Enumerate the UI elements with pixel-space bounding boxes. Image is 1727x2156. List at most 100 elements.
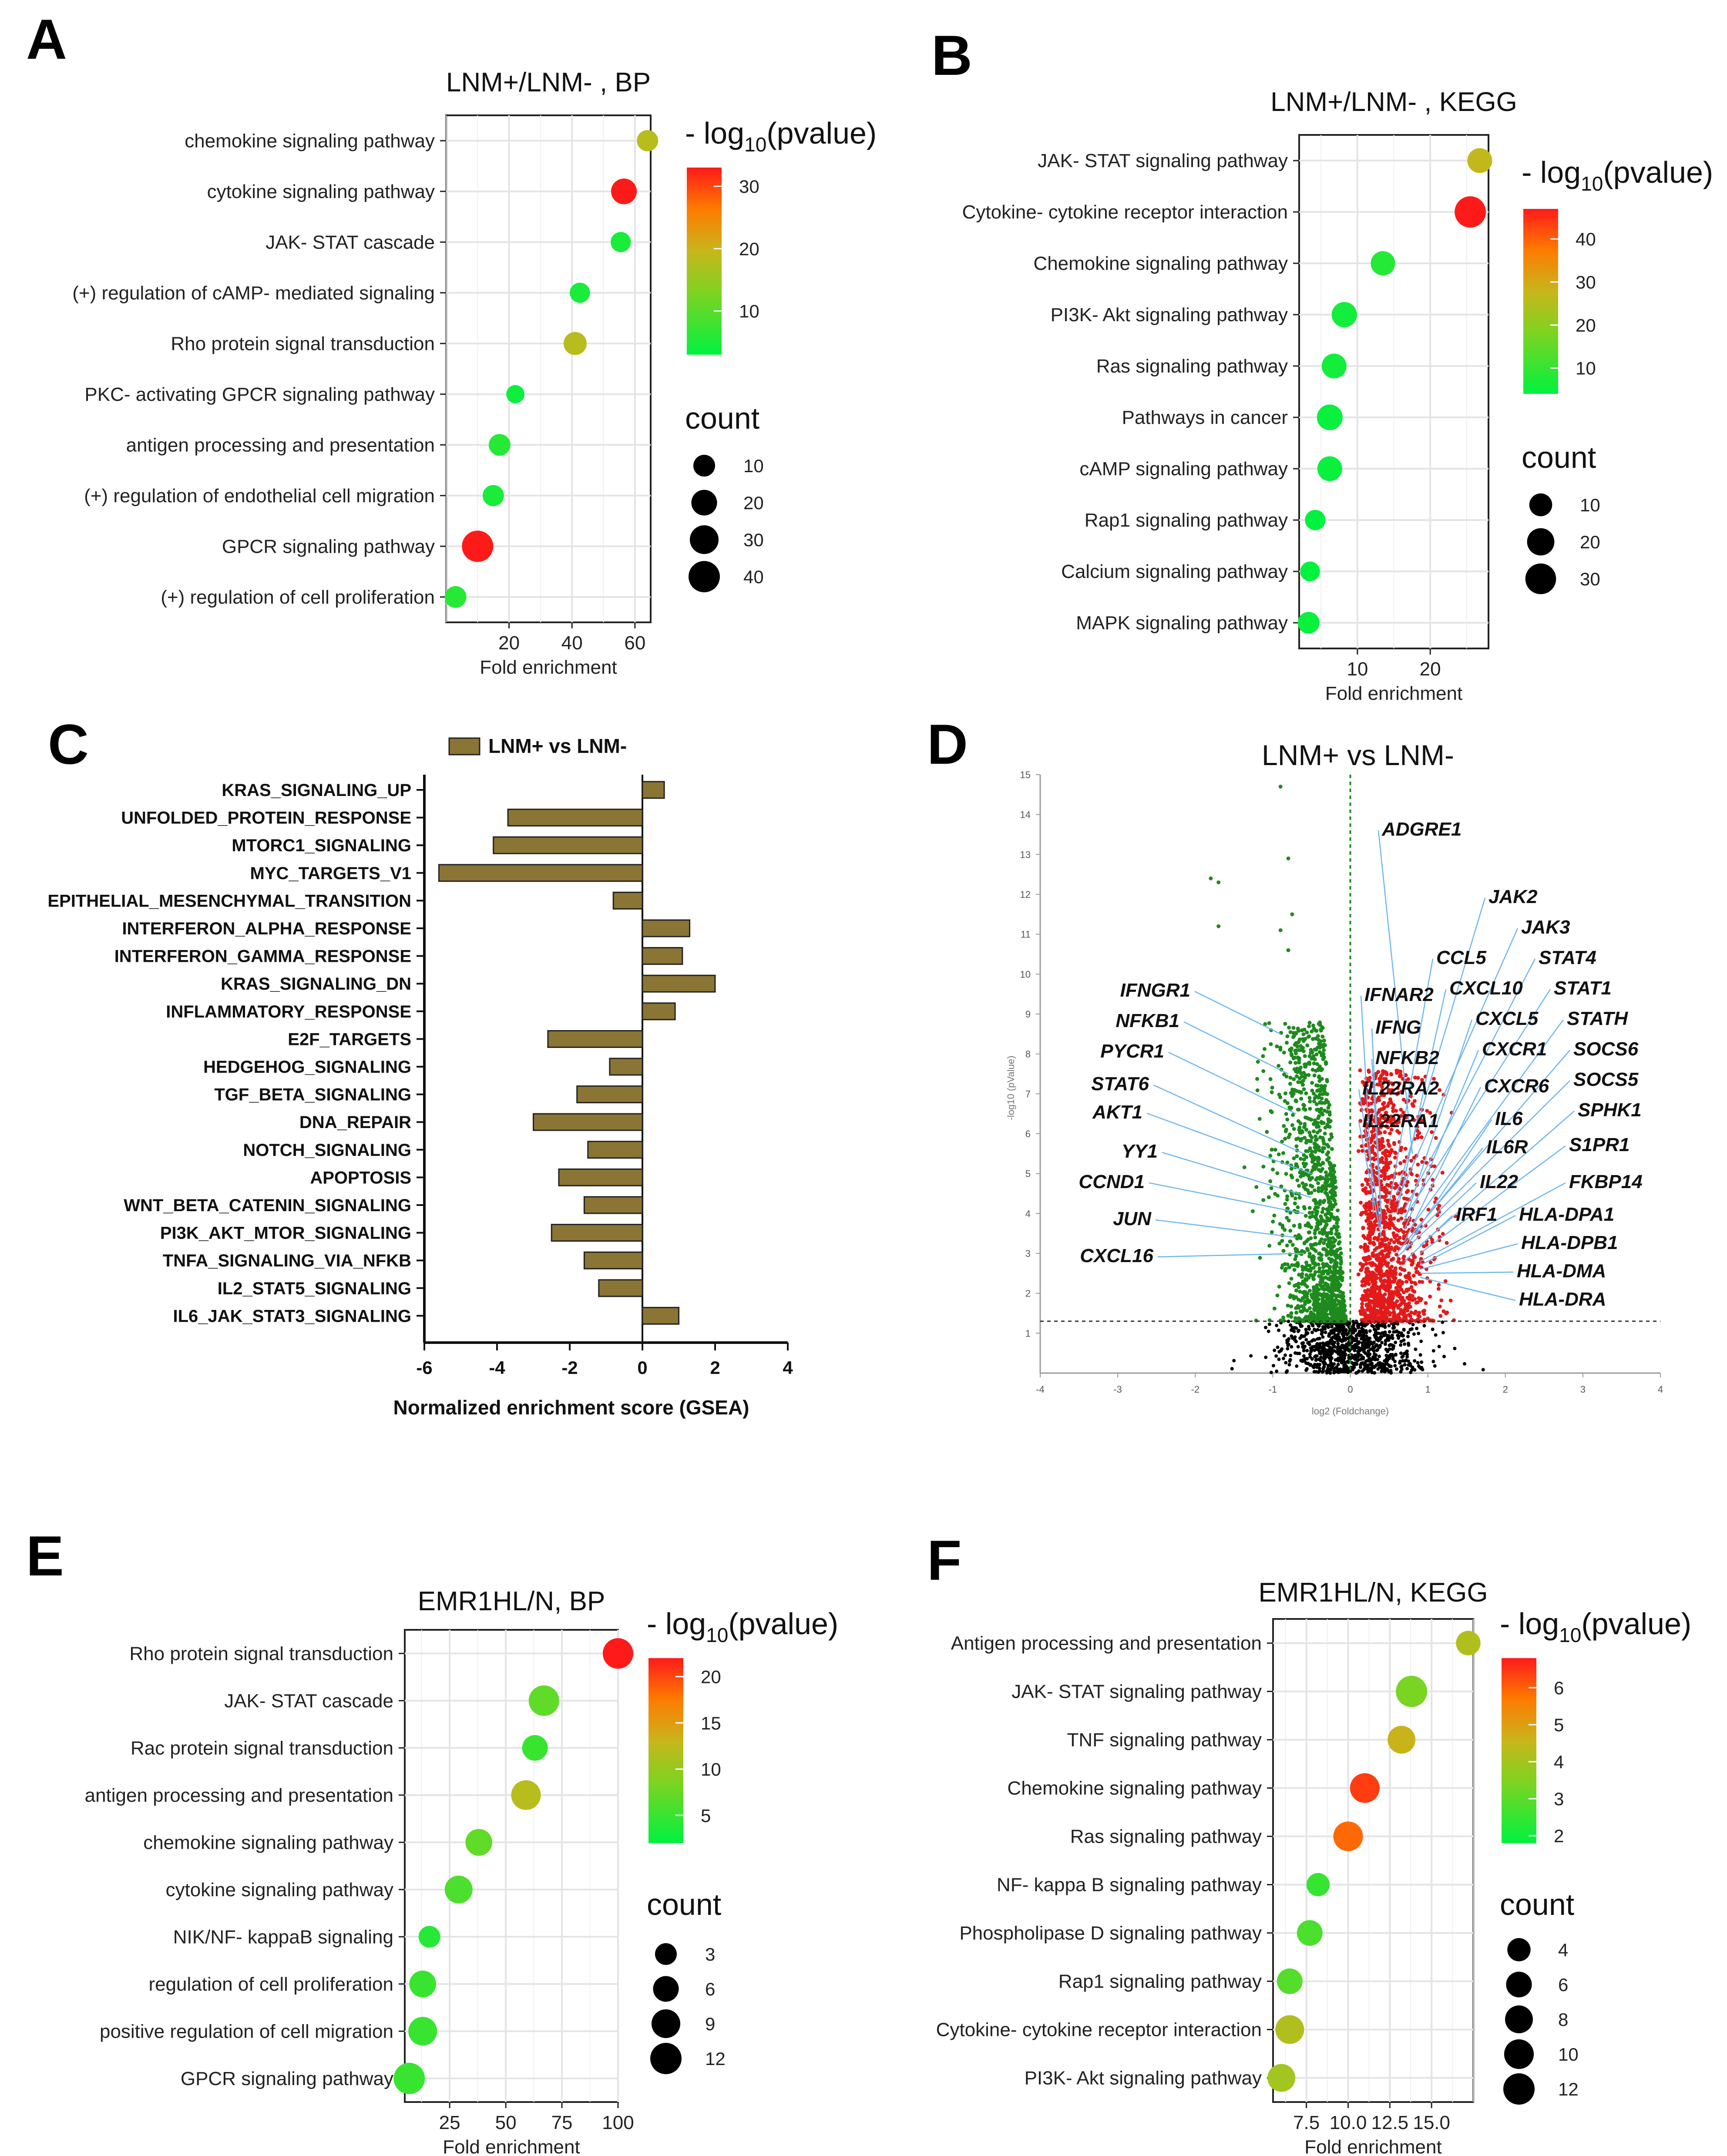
volcano-point-up — [1381, 1273, 1386, 1277]
volcano-point-ns — [1317, 1370, 1320, 1374]
volcano-point-ns — [1345, 1366, 1349, 1370]
volcano-point-down — [1324, 1269, 1328, 1273]
volcano-point-up — [1401, 1230, 1406, 1235]
volcano-point-ns — [1289, 1353, 1293, 1357]
volcano-point-down — [1319, 1039, 1323, 1044]
volcano-point-up — [1394, 1068, 1399, 1073]
volcano-point-ns — [1367, 1356, 1371, 1360]
volcano-point-ns — [1372, 1365, 1376, 1369]
volcano-point-down — [1297, 1108, 1301, 1112]
volcano-point-up — [1401, 1300, 1405, 1305]
volcano-point-down — [1285, 1194, 1290, 1199]
volcano-point-down — [1281, 1151, 1285, 1155]
volcano-point-down — [1316, 1181, 1320, 1185]
plot-frame — [404, 1629, 619, 2103]
volcano-point-ns — [1304, 1338, 1308, 1342]
volcano-point-down — [1288, 1252, 1292, 1256]
y-tick-label: Pathways in cancer — [1122, 407, 1288, 428]
volcano-point-down — [1300, 1272, 1304, 1276]
volcano-point-up — [1385, 1182, 1389, 1187]
volcano-point-up — [1358, 1068, 1362, 1072]
volcano-point-ns — [1329, 1364, 1333, 1368]
volcano-point-ns — [1410, 1368, 1414, 1372]
volcano-point-ns — [1337, 1335, 1341, 1339]
volcano-point-down — [1341, 1270, 1345, 1275]
volcano-point-up — [1384, 1204, 1389, 1209]
volcano-point-down — [1285, 1197, 1289, 1202]
volcano-point-ns — [1313, 1348, 1317, 1352]
volcano-point-down — [1333, 1259, 1337, 1263]
volcano-point-down — [1304, 1214, 1308, 1218]
volcano-point-down — [1318, 1022, 1322, 1027]
size-legend-dot — [655, 1943, 677, 1965]
volcano-point-up — [1384, 1247, 1389, 1252]
volcano-point-ns — [1397, 1336, 1401, 1340]
volcano-point-down — [1333, 1199, 1337, 1203]
volcano-point-ns — [1403, 1342, 1407, 1346]
volcano-point-up — [1381, 1256, 1385, 1260]
gene-label: CXCL5 — [1475, 1008, 1539, 1029]
volcano-point-down — [1294, 1074, 1299, 1078]
x-tick-label: 3 — [1580, 1384, 1586, 1395]
volcano-point-down — [1304, 1162, 1308, 1166]
volcano-point-ns — [1442, 1354, 1446, 1358]
volcano-point-down — [1321, 1262, 1325, 1266]
volcano-point-down — [1329, 1132, 1333, 1136]
volcano-point-ns — [1334, 1336, 1337, 1340]
volcano-point-down — [1331, 1274, 1335, 1278]
volcano-point-down — [1337, 1299, 1341, 1303]
gene-label: CCND1 — [1079, 1171, 1145, 1192]
gene-label: JAK2 — [1488, 886, 1538, 907]
volcano-point-up — [1445, 1241, 1449, 1245]
volcano-point-ns — [1267, 1322, 1271, 1326]
volcano-point-down — [1306, 1149, 1310, 1153]
volcano-point-up — [1361, 1310, 1365, 1315]
volcano-point-up — [1361, 1099, 1366, 1103]
volcano-point-up — [1389, 1072, 1394, 1077]
volcano-point-up — [1366, 1236, 1370, 1241]
volcano-point-ns — [1301, 1344, 1305, 1348]
volcano-point-down — [1327, 1103, 1331, 1107]
volcano-point-down — [1289, 1304, 1294, 1309]
volcano-point-down — [1316, 1262, 1320, 1266]
volcano-point-down — [1309, 1310, 1313, 1314]
volcano-point-up — [1391, 1106, 1395, 1110]
volcano-point-up — [1367, 1226, 1371, 1230]
volcano-point-down — [1315, 1088, 1319, 1093]
volcano-point-up — [1424, 1301, 1428, 1305]
volcano-point-down — [1313, 1296, 1317, 1301]
volcano-point-ns — [1362, 1337, 1366, 1341]
volcano-point-up — [1405, 1319, 1409, 1323]
gene-label-line — [1360, 995, 1374, 1214]
volcano-point-ns — [1368, 1368, 1372, 1372]
y-tick-label: Ras signaling pathway — [1096, 356, 1288, 377]
volcano-point-down — [1305, 1309, 1309, 1313]
volcano-point-down — [1281, 1315, 1286, 1320]
volcano-point-up — [1361, 1226, 1365, 1230]
volcano-point-down — [1318, 1199, 1322, 1203]
volcano-point-ns — [1353, 1339, 1357, 1343]
size-legend-title: count — [685, 401, 759, 435]
volcano-point-down — [1273, 1192, 1277, 1196]
volcano-point-down — [1317, 1157, 1321, 1162]
volcano-point-down — [1315, 1108, 1319, 1112]
volcano-point-up — [1386, 1310, 1391, 1315]
gene-label-line — [1168, 1051, 1297, 1115]
category-label: IL6_JAK_STAT3_SIGNALING — [173, 1306, 411, 1326]
size-legend-label: 6 — [705, 1979, 715, 1999]
volcano-point-ns — [1308, 1355, 1312, 1359]
volcano-point-up — [1389, 1216, 1393, 1221]
volcano-point-ns — [1317, 1367, 1321, 1370]
volcano-point-down — [1327, 1211, 1332, 1216]
volcano-point-down — [1301, 1103, 1306, 1107]
y-tick-label: chemokine signaling pathway — [143, 1832, 393, 1853]
volcano-point-ns — [1328, 1345, 1332, 1349]
volcano-point-down — [1324, 1062, 1328, 1066]
volcano-point-up — [1381, 1253, 1385, 1257]
volcano-point-down — [1320, 1167, 1324, 1171]
y-tick-label: Ras signaling pathway — [1070, 1826, 1262, 1847]
volcano-point-up — [1377, 1095, 1381, 1100]
volcano-point-up — [1415, 1300, 1420, 1304]
volcano-point-up — [1437, 1238, 1441, 1243]
volcano-point-down — [1299, 1065, 1303, 1070]
